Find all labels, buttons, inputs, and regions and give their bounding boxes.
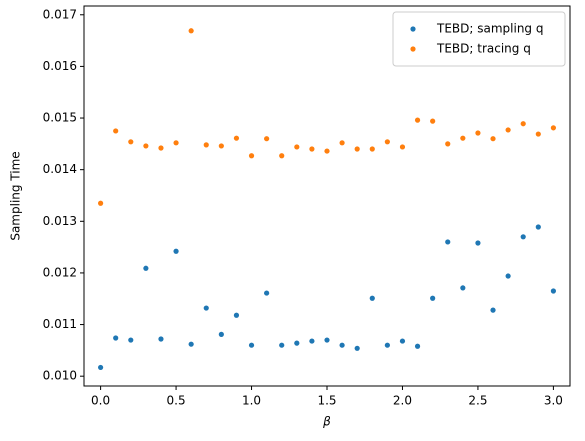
point [248,342,255,348]
x-tick-label: 2.5 [468,394,487,408]
point [460,285,466,291]
point [264,290,270,296]
point [445,239,451,245]
point [158,145,164,151]
point [445,141,451,147]
point [128,139,134,145]
point [384,139,390,145]
x-tick-label: 3.0 [544,394,563,408]
point [490,136,496,142]
point [173,140,179,146]
point [218,331,224,337]
point [324,337,330,343]
point [535,224,541,230]
point [505,273,511,279]
y-tick-label: 0.017 [43,7,77,21]
point [113,335,119,341]
y-tick-label: 0.013 [43,214,77,228]
legend-box [392,11,566,67]
point [248,153,255,159]
point [143,143,149,149]
point [384,342,390,348]
x-axis-label: β [322,415,331,429]
x-tick-label: 2.0 [393,394,412,408]
point [550,125,556,131]
legend-marker [410,46,416,52]
point [475,240,481,246]
y-tick-label: 0.012 [43,265,77,279]
point [339,140,345,146]
point [188,341,194,347]
point [294,340,300,346]
point [535,131,541,137]
point [98,200,104,206]
point [369,295,375,301]
point [399,144,406,150]
y-tick-label: 0.014 [43,162,77,176]
point [98,364,104,371]
x-tick-label: 0.5 [167,394,186,408]
point [354,345,360,351]
point [158,336,164,342]
x-tick-label: 1.0 [242,394,261,408]
y-tick-label: 0.010 [43,369,77,383]
point [279,342,285,348]
point [264,136,270,142]
point [414,343,421,349]
point [460,135,466,141]
point [399,338,406,344]
y-axis-label: Sampling Time [9,151,23,240]
point [309,338,315,344]
point [520,234,526,240]
point [430,118,436,124]
legend-marker [410,26,416,32]
point [490,307,496,313]
legend-label: TEBD; sampling q [436,22,543,36]
point [369,146,375,152]
point [143,265,149,271]
point [128,337,134,343]
point [430,295,436,301]
point [550,288,556,294]
point [324,148,330,154]
point [279,153,285,159]
point [233,312,240,318]
y-tick-label: 0.015 [43,111,77,125]
point [339,342,345,348]
point [414,117,421,123]
x-tick-label: 0.0 [91,394,110,408]
y-tick-label: 0.016 [43,59,77,73]
legend-label: TEBD; tracing q [436,42,531,56]
point [188,28,194,34]
point [203,305,209,311]
point [505,127,511,133]
x-tick-label: 1.5 [317,394,336,408]
point [218,143,224,149]
point [520,121,526,127]
point [233,135,240,141]
point [113,128,119,134]
point [173,248,179,254]
point [203,142,209,148]
point [354,146,360,152]
point [309,146,315,152]
point [294,144,300,150]
y-tick-label: 0.011 [43,317,77,331]
point [475,130,481,136]
